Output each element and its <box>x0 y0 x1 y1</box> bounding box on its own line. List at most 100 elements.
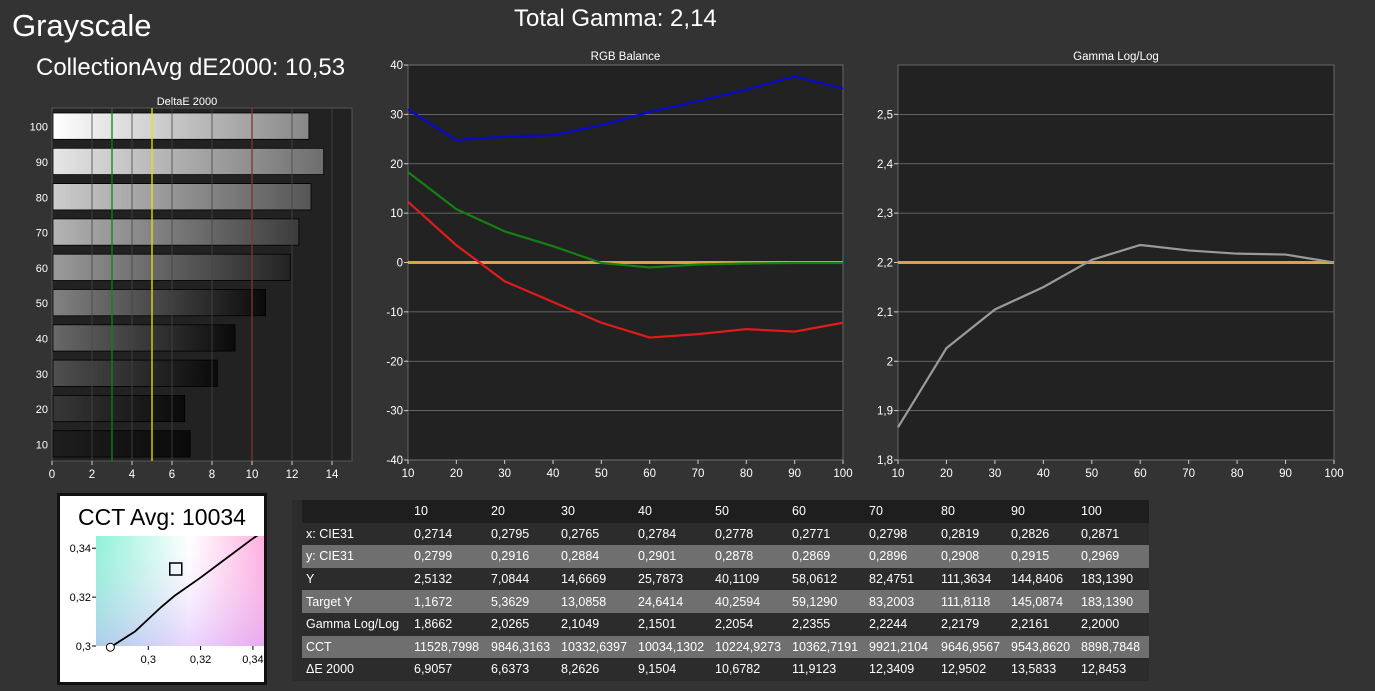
table-row: y: CIE31 0,2799 0,2916 0,2884 0,2901 0,2878 0,… <box>292 545 1149 568</box>
table-cell: 40,1109 <box>715 572 760 587</box>
table-cell: 8,2626 <box>561 662 600 677</box>
table-cell: 0,2795 <box>491 526 530 541</box>
x-tick-label: 20 <box>450 468 463 480</box>
bar <box>52 394 186 423</box>
bar <box>52 183 312 211</box>
table-cell: 2,2244 <box>869 617 908 632</box>
table-cell: 10224,9273 <box>715 639 782 654</box>
x-tick-label: 10 <box>892 468 905 480</box>
row-label: Y <box>306 572 315 587</box>
measurement-table: 10 20 30 40 50 60 70 80 90 100 x: CIE31 0,2714 0,279… <box>292 500 1149 681</box>
table-cell: 14,6669 <box>561 572 607 587</box>
table-cell: 2,2179 <box>941 617 980 632</box>
table-cell: 10034,1302 <box>638 639 705 654</box>
average-point-marker <box>169 562 183 576</box>
y-tick-label: 2,2 <box>877 258 893 270</box>
series-line <box>407 75 844 142</box>
x-tick-label: 10 <box>246 469 259 481</box>
table-cell: 83,2003 <box>869 594 915 609</box>
x-tick-label: 4 <box>129 469 136 481</box>
table-cell: 0,2901 <box>638 549 677 564</box>
y-tick-label: 1,9 <box>877 406 893 418</box>
table-cell: 10362,7191 <box>792 639 859 654</box>
y-tick-label: 2,5 <box>877 109 893 121</box>
category-label: 20 <box>36 404 48 416</box>
table-cell: 0,2871 <box>1081 526 1120 541</box>
bar <box>52 324 236 352</box>
row-marker <box>292 545 302 568</box>
row-marker <box>292 612 302 636</box>
table-cell: 0,2878 <box>715 549 754 564</box>
table-cell: 1,8662 <box>414 617 453 632</box>
page-title: Grayscale <box>12 8 152 43</box>
y-tick-label: 2,4 <box>877 159 894 171</box>
x-tick-label: 0,3 <box>141 654 156 666</box>
category-label: 100 <box>30 122 48 134</box>
x-tick-label: 0 <box>49 469 55 481</box>
y-tick-label: 2,3 <box>877 208 893 220</box>
y-tick-label: 30 <box>390 109 403 121</box>
table-cell: 9646,9567 <box>941 639 1001 654</box>
planckian-locus <box>110 536 259 646</box>
table-cell: 13,0858 <box>561 594 607 609</box>
table-header-row: 10 20 30 40 50 60 70 80 90 100 <box>292 500 1149 523</box>
bar <box>52 218 300 246</box>
cct-panel: CCT Avg: 10034 0,34 0,32 0,3 0,3 0,32 0,34 <box>57 493 267 685</box>
header-corner <box>302 500 410 523</box>
x-tick-label: 0,32 <box>190 654 211 666</box>
chart-title: DeltaE 2000 <box>157 96 218 108</box>
table-cell: 10332,6397 <box>561 639 628 654</box>
x-tick-label: 30 <box>498 468 511 480</box>
category-label: 50 <box>36 298 48 310</box>
table-cell: 7,0844 <box>491 572 530 587</box>
table-cell: 0,2896 <box>869 549 908 564</box>
row-marker <box>292 500 302 523</box>
table-cell: 82,4751 <box>869 572 915 587</box>
x-tick-label: 8 <box>209 469 215 481</box>
y-tick-label: -30 <box>386 406 403 418</box>
column-header: 90 <box>1011 504 1025 519</box>
table-cell: 25,7873 <box>638 572 684 587</box>
table-cell: 0,2915 <box>1011 549 1050 564</box>
bar <box>52 289 266 317</box>
x-tick-label: 12 <box>286 469 299 481</box>
y-tick-label: -20 <box>386 356 403 368</box>
y-tick-label: 0,32 <box>70 592 91 604</box>
x-tick-label: 60 <box>1134 468 1147 480</box>
table-cell: 24,6414 <box>638 594 684 609</box>
table-cell: 0,2765 <box>561 526 600 541</box>
table-cell: 12,9502 <box>941 662 987 677</box>
x-tick-label: 40 <box>547 468 560 480</box>
column-header: 60 <box>792 504 806 519</box>
table-cell: 0,2784 <box>638 526 677 541</box>
x-tick-label: 70 <box>692 468 705 480</box>
row-marker <box>292 567 302 591</box>
x-tick-label: 30 <box>988 468 1001 480</box>
x-tick-label: 50 <box>595 468 608 480</box>
x-tick-label: 50 <box>1085 468 1098 480</box>
table-cell: 0,2799 <box>414 549 453 564</box>
bar <box>52 147 325 175</box>
x-tick-label: 100 <box>1324 468 1343 480</box>
column-header: 30 <box>561 504 575 519</box>
table-cell: 2,2000 <box>1081 617 1120 632</box>
x-tick-label: 90 <box>788 468 801 480</box>
table-cell: 2,1049 <box>561 617 600 632</box>
table-cell: 9,1504 <box>638 662 677 677</box>
table-cell: 8898,7848 <box>1081 639 1141 654</box>
table-cell: 111,8118 <box>941 594 991 609</box>
y-tick-label: 10 <box>390 208 403 220</box>
y-tick-label: 1,8 <box>877 455 893 467</box>
column-header: 40 <box>638 504 652 519</box>
category-label: 70 <box>36 228 48 240</box>
bar <box>52 430 191 458</box>
y-tick-label: 20 <box>390 159 403 171</box>
table-cell: 9921,2104 <box>869 639 929 654</box>
cct-avg-label: CCT Avg: 10034 <box>78 504 246 530</box>
table-cell: 12,8453 <box>1081 662 1127 677</box>
table-cell: 12,3409 <box>869 662 915 677</box>
table-row: Gamma Log/Log 1,8662 2,0265 2,1049 2,1501 2,2… <box>292 612 1149 636</box>
table-cell: 2,0265 <box>491 617 530 632</box>
table-cell: 0,2778 <box>715 526 754 541</box>
